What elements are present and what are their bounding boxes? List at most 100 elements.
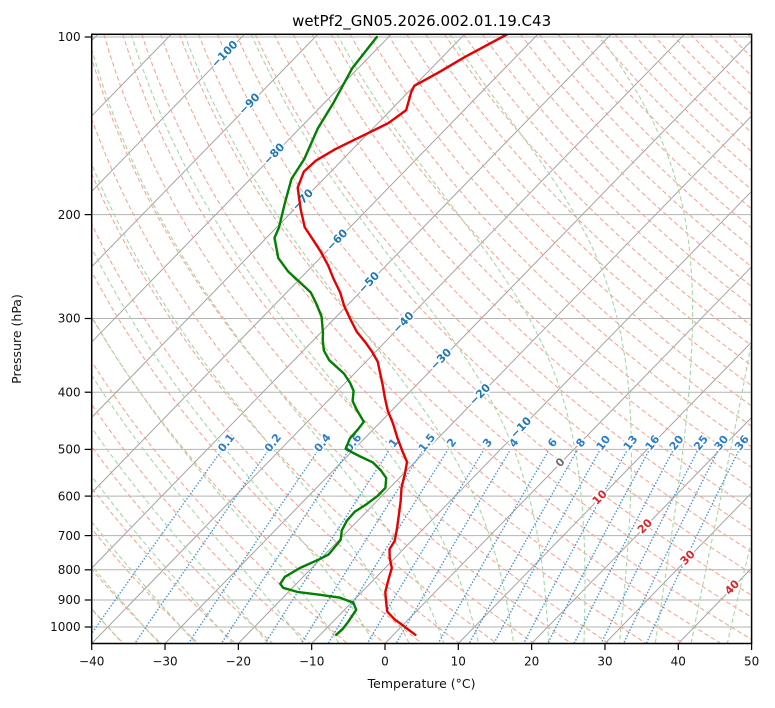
- moist-adiabat--30: [91, 520, 197, 644]
- dry-adiabat-170: [652, 34, 752, 134]
- sounding-profiles: [273, 34, 509, 636]
- isotherm-30: [604, 492, 752, 644]
- x-tick-label--20: −20: [226, 655, 251, 669]
- temperature-curve: [296, 34, 509, 636]
- mixing-ratio-label-6: 6: [545, 436, 560, 450]
- moist-adiabat-10: [130, 34, 480, 644]
- dry-adiabat-100: [387, 34, 752, 407]
- x-tick-label-40: 40: [671, 655, 686, 669]
- dry-adiabat-180: [690, 34, 752, 96]
- mixing-ratio-label-13: 13: [621, 433, 641, 453]
- dry-adiabat-0: [91, 270, 423, 644]
- moist-adiabat-30: [449, 34, 632, 644]
- moist-adiabat--10: [91, 315, 340, 644]
- plot-border: [90, 33, 753, 645]
- plot-area: [91, 34, 752, 644]
- mixing-ratio-line-0.1: [91, 451, 222, 635]
- isotherm--100: [91, 34, 245, 193]
- dry-adiabat-105: [406, 34, 752, 387]
- isotherm-lines: [91, 34, 752, 644]
- mixing-ratio-line-0.4: [187, 451, 318, 644]
- x-axis: −40 −30 −20 −10 0 10 20 30 40 50: [79, 643, 759, 669]
- mixing-ratio-line-0.2: [134, 451, 268, 644]
- moist-adiabat-25: [336, 34, 586, 644]
- mixing-ratio-line-36: [645, 451, 739, 644]
- y-tick-label-1000: 1000: [50, 620, 81, 634]
- y-tick-label-300: 300: [58, 312, 81, 326]
- dry-adiabat-65: [254, 34, 752, 553]
- dry-adiabat-175: [671, 34, 752, 115]
- dry-adiabat-45: [179, 34, 752, 641]
- moist-adiabat-40: [690, 338, 752, 644]
- dry-adiabat-15: [91, 117, 535, 644]
- x-tick-label--40: −40: [79, 655, 104, 669]
- moist-adiabat-5: [91, 47, 445, 644]
- moist-adiabat--20: [91, 426, 270, 644]
- y-tick-label-400: 400: [58, 385, 81, 399]
- dry-adiabat-lines: [91, 34, 752, 644]
- isotherm--10: [311, 190, 752, 644]
- dry-adiabat-85: [330, 34, 752, 469]
- dry-adiabat-155: [595, 34, 752, 191]
- dry-adiabat-10: [91, 172, 497, 644]
- mixing-ratio-line-13: [522, 451, 627, 644]
- dry-adiabat-35: [141, 34, 684, 644]
- moist-adiabat--40: [91, 607, 124, 644]
- dry-adiabat--5: [91, 316, 386, 644]
- mixing-ratio-line-8: [468, 451, 577, 644]
- x-tick-label-0: 0: [381, 655, 389, 669]
- dry-adiabat-30: [122, 34, 647, 644]
- mixing-ratio-line-2: [327, 451, 448, 644]
- y-tick-label-100: 100: [58, 30, 81, 44]
- dry-adiabat-140: [539, 34, 752, 249]
- mixing-ratio-label-3: 3: [480, 436, 495, 450]
- isotherm--70: [91, 34, 465, 419]
- dry-adiabat-110: [425, 34, 752, 367]
- dry-adiabat-40: [160, 34, 721, 644]
- mixing-ratio-label-2: 2: [444, 436, 459, 450]
- moist-adiabat-35: [598, 34, 694, 644]
- mixing-ratio-lines: [91, 451, 739, 644]
- isotherm--20: [237, 115, 752, 644]
- mixing-ratio-line-3: [366, 451, 484, 644]
- mixing-ratio-line-10: [493, 451, 600, 644]
- dewpoint-curve: [273, 35, 388, 636]
- chart-title: wetPf2_GN05.2026.002.01.19.C43: [292, 12, 551, 31]
- x-tick-label-50: 50: [744, 655, 759, 669]
- moist-adiabat--5: [91, 246, 375, 644]
- y-tick-label-500: 500: [58, 443, 81, 457]
- y-tick-label-600: 600: [58, 489, 81, 503]
- y-tick-label-900: 900: [58, 593, 81, 607]
- dry-adiabat--10: [91, 360, 348, 644]
- dry-adiabat--30: [91, 527, 199, 644]
- moist-adiabat-15: [183, 34, 515, 644]
- dry-adiabat-50: [198, 34, 752, 618]
- mixing-ratio-line-30: [622, 451, 719, 644]
- dry-adiabat-95: [368, 34, 752, 427]
- isotherm--80: [91, 34, 392, 343]
- isotherm--50: [91, 34, 612, 569]
- dry-adiabat-130: [501, 34, 752, 288]
- isotherm--60: [91, 34, 539, 494]
- moist-adiabat--25: [91, 475, 234, 644]
- dry-adiabat-55: [217, 34, 752, 596]
- x-tick-label-30: 30: [597, 655, 612, 669]
- mixing-ratio-line-0.6: [220, 451, 349, 644]
- dry-adiabat-5: [91, 222, 460, 644]
- isotherm--40: [91, 34, 685, 644]
- isotherm-10: [457, 341, 752, 644]
- x-axis-label: Temperature (°C): [367, 676, 476, 691]
- isotherm-50: [751, 642, 752, 644]
- pressure-gridlines: [91, 36, 752, 628]
- mixing-ratio-label-0.1: 0.1: [215, 431, 237, 454]
- dry-adiabat-165: [633, 34, 752, 153]
- dry-adiabat-70: [273, 34, 752, 532]
- x-tick-label-20: 20: [524, 655, 539, 669]
- dry-adiabat-135: [520, 34, 752, 268]
- dry-adiabat-145: [557, 34, 752, 229]
- mixing-ratio-label-1.5: 1.5: [416, 431, 438, 454]
- mixing-ratio-line-20: [573, 451, 674, 644]
- dry-adiabat--25: [91, 487, 236, 644]
